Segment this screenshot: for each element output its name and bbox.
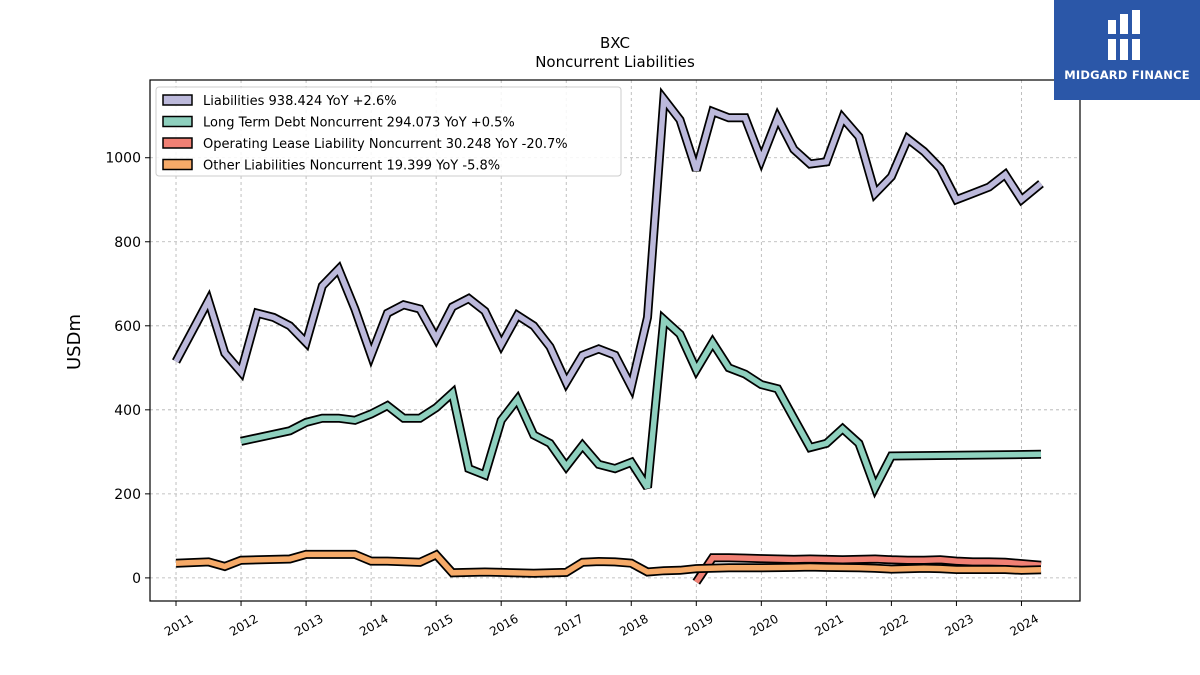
- series-line: [175, 551, 1042, 577]
- x-tick-label: 2014: [357, 611, 390, 638]
- y-axis-label: USDm: [64, 314, 85, 370]
- series-line: [240, 313, 1042, 495]
- x-tick-label: 2018: [617, 611, 650, 638]
- midgard-logo-icon: [1054, 0, 1200, 100]
- legend-swatch: [162, 94, 193, 106]
- x-tick-label: 2022: [877, 611, 910, 638]
- legend-swatch: [162, 137, 193, 149]
- x-tick-label: 2019: [682, 611, 715, 638]
- axes-frame: [149, 79, 1081, 602]
- x-tick-label: 2013: [292, 611, 325, 638]
- series-line: [694, 554, 1042, 584]
- legend-entry: Liabilities 938.424 YoY +2.6%: [203, 94, 397, 109]
- x-tick-label: 2021: [812, 611, 845, 638]
- y-tick-label: 1000: [105, 151, 141, 167]
- legend-box: [155, 86, 622, 177]
- y-tick-label: 0: [132, 571, 141, 587]
- legend-entry: Operating Lease Liability Noncurrent 30.…: [203, 137, 568, 152]
- legend-swatch: [162, 158, 193, 171]
- legend: Liabilities 938.424 YoY +2.6% Long Term D…: [155, 86, 622, 177]
- y-tick-label: 600: [114, 319, 141, 335]
- x-tick-label: 2024: [1008, 611, 1041, 638]
- x-tick-label: 2017: [552, 611, 585, 638]
- x-tick-label: 2023: [942, 611, 975, 638]
- x-tick-label: 2011: [162, 611, 195, 638]
- legend-swatch: [162, 115, 193, 128]
- plot-area: 0 200 400 600 800 1000 2011 2012 2013 2014 2015 201…: [105, 79, 1081, 639]
- brand-badge: MIDGARD FINANCE: [1054, 0, 1200, 100]
- x-tick-label: 2012: [227, 611, 260, 638]
- brand-name: MIDGARD FINANCE: [1064, 68, 1190, 82]
- chart-title: BXC: [600, 34, 630, 52]
- y-tick-label: 800: [114, 235, 141, 251]
- legend-entry: Other Liabilities Noncurrent 19.399 YoY …: [203, 159, 500, 174]
- y-tick-label: 400: [114, 403, 141, 419]
- legend-entry: Long Term Debt Noncurrent 294.073 YoY +0…: [203, 116, 515, 131]
- series-line: [173, 91, 1043, 395]
- x-tick-label: 2016: [487, 611, 520, 638]
- y-tick-label: 200: [114, 487, 141, 503]
- chart-subtitle: Noncurrent Liabilities: [535, 53, 695, 71]
- x-tick-label: 2015: [422, 611, 455, 638]
- x-tick-label: 2020: [747, 611, 780, 638]
